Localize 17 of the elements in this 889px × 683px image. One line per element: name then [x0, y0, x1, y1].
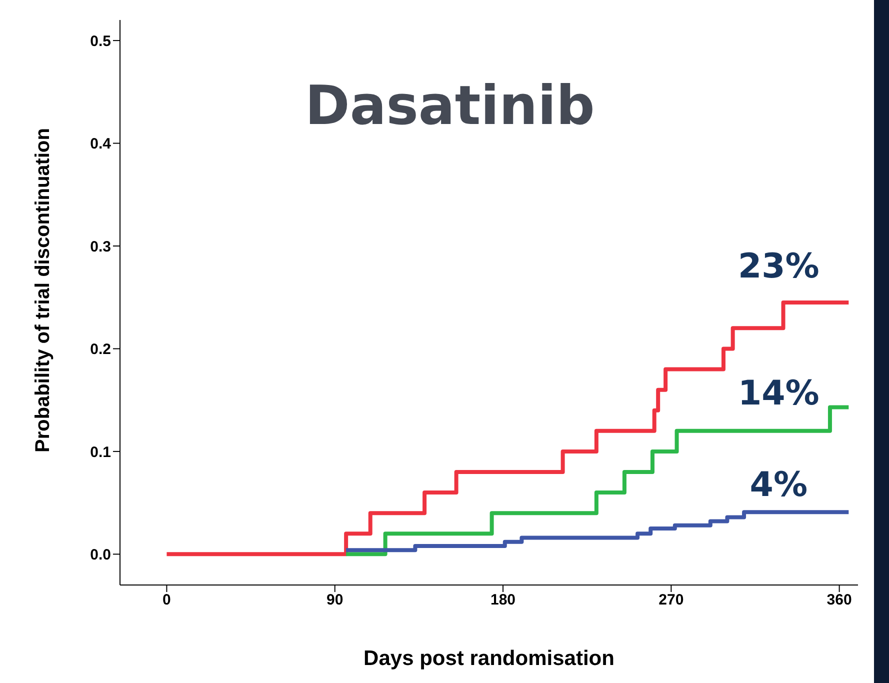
x-tick-label: 360: [826, 592, 852, 609]
y-tick-label: 0.0: [90, 546, 111, 564]
y-tick-label: 0.2: [90, 341, 111, 358]
y-axis-title: Probability of trial discontinuation: [32, 128, 54, 452]
y-tick-label: 0.3: [90, 238, 111, 256]
x-tick-label: 90: [326, 592, 344, 609]
x-tick-label: 0: [162, 592, 171, 609]
y-tick-label: 0.4: [90, 136, 112, 153]
y-tick-label: 0.5: [90, 32, 111, 50]
text: Dasatinib: [305, 74, 595, 137]
x-axis-title: Days post randomisation: [364, 647, 614, 670]
x-tick-label: 270: [658, 592, 684, 609]
annotation: 4%: [750, 465, 808, 506]
x-tick-label: 180: [490, 592, 516, 609]
annotation: 23%: [738, 246, 820, 286]
annotation: 14%: [738, 373, 820, 414]
y-tick-label: 0.1: [90, 444, 111, 461]
